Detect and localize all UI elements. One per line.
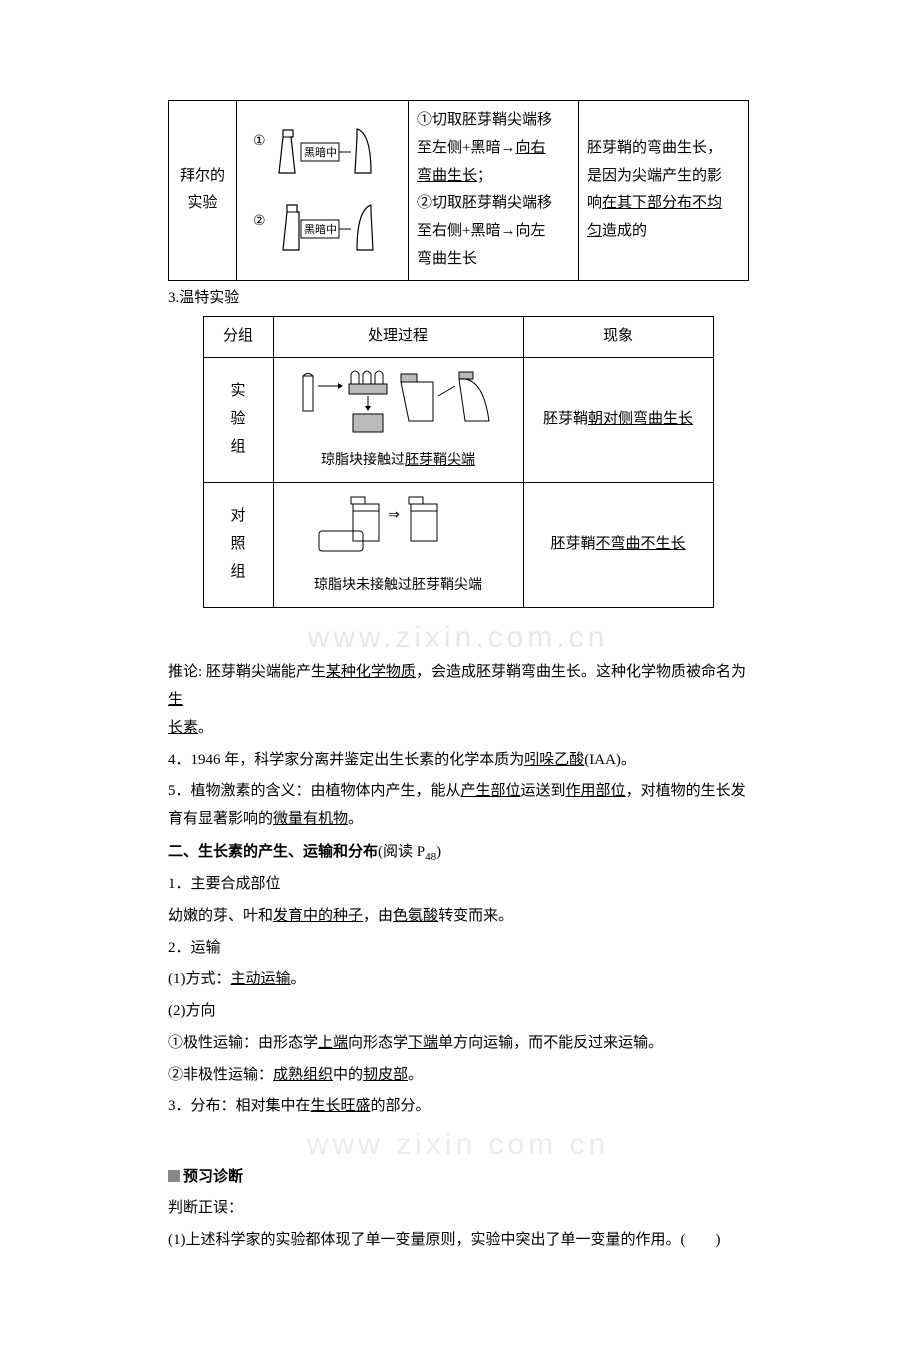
went-table: 分组 处理过程 现象 实验组 [203,316,714,608]
c3-text: ①切取胚芽鞘尖端移 至左侧+黑暗→向右 弯曲生长； ②切取胚芽鞘尖端移 至右侧+… [417,107,570,274]
r1c1: 实验组 [203,358,273,483]
s2-3: ①极性运输：由形态学上端向形态学下端单方向运输，而不能反过来运输。 [168,1030,748,1058]
watermark: www.zixin.com.cn [168,610,748,666]
preview-title: 预习诊断 [168,1163,748,1192]
r1c2: 琼脂块接触过胚芽鞘尖端 [273,358,523,483]
th3: 现象 [523,317,713,358]
bayer-table: 拜尔的实验 ① 黑暗中 ② 黑暗中 [168,100,749,281]
section-2-title: 二、生长素的产生、运输和分布(阅读 P48) [168,838,748,867]
s1-body: 幼嫩的芽、叶和发育中的种子，由色氨酸转变而来。 [168,903,748,931]
th2: 处理过程 [273,317,523,358]
caption-ctrl: 琼脂块未接触过胚芽鞘尖端 [278,573,519,599]
p-5: 5．植物激素的含义：由植物体内产生，能从产生部位运送到作用部位，对植物的生长发育… [168,778,748,834]
th1: 分组 [203,317,273,358]
went-diagram-ctrl: ⇒ [283,491,513,569]
col3: ①切取胚芽鞘尖端移 至左侧+黑暗→向右 弯曲生长； ②切取胚芽鞘尖端移 至右侧+… [409,101,579,281]
p-4: 4．1946 年，科学家分离并鉴定出生长素的化学本质为吲哚乙酸(IAA)。 [168,747,748,775]
judge-label: 判断正误： [168,1195,748,1223]
s2-2: (2)方向 [168,998,748,1026]
r2c2: ⇒ 琼脂块未接触过胚芽鞘尖端 [273,482,523,607]
bayer-diagram: ① 黑暗中 ② 黑暗中 [243,115,403,265]
r2c3: 胚芽鞘不弯曲不生长 [523,482,713,607]
svg-text:②: ② [253,214,266,229]
p-tuilun: 推论: 胚芽鞘尖端能产生某种化学物质，会造成胚芽鞘弯曲生长。这种化学物质被命名为… [168,659,748,742]
dark-label-2: 黑暗中 [304,222,337,236]
triangle-icon [168,1170,180,1182]
p-3: 3.温特实验 [168,285,748,313]
s2-title: 2．运输 [168,935,748,963]
dark-label-1: 黑暗中 [304,145,337,159]
svg-text:①: ① [253,134,266,149]
q1: (1)上述科学家的实验都体现了单一变量原则，实验中突出了单一变量的作用。( ) [168,1227,748,1255]
r1c3: 胚芽鞘朝对侧弯曲生长 [523,358,713,483]
bayer-diagram-cell: ① 黑暗中 ② 黑暗中 [237,101,409,281]
table-header-row: 分组 处理过程 现象 [203,317,713,358]
s2-4: ②非极性运输：成熟组织中的韧皮部。 [168,1062,748,1090]
caption-exp: 琼脂块接触过胚芽鞘尖端 [278,448,519,474]
label-line1: 拜尔的实验 [180,168,225,212]
row-label: 拜尔的实验 [169,101,237,281]
c4-text: 胚芽鞘的弯曲生长， 是因为尖端产生的影 响在其下部分布不均 匀造成的 [587,135,740,246]
s3: 3．分布：相对集中在生长旺盛的部分。 [168,1093,748,1121]
table-row: 拜尔的实验 ① 黑暗中 ② 黑暗中 [169,101,749,281]
col4: 胚芽鞘的弯曲生长， 是因为尖端产生的影 响在其下部分布不均 匀造成的 [579,101,749,281]
svg-text:⇒: ⇒ [388,508,400,523]
table-row: 实验组 琼脂块接触过胚芽鞘尖端 [203,358,713,483]
r2c1: 对照组 [203,482,273,607]
s2-1: (1)方式：主动运输。 [168,966,748,994]
went-diagram-exp [283,366,513,444]
s1-title: 1．主要合成部位 [168,871,748,899]
table-row: 对照组 ⇒ 琼脂块未接触过胚芽鞘尖端 胚芽鞘不弯曲不生长 [203,482,713,607]
